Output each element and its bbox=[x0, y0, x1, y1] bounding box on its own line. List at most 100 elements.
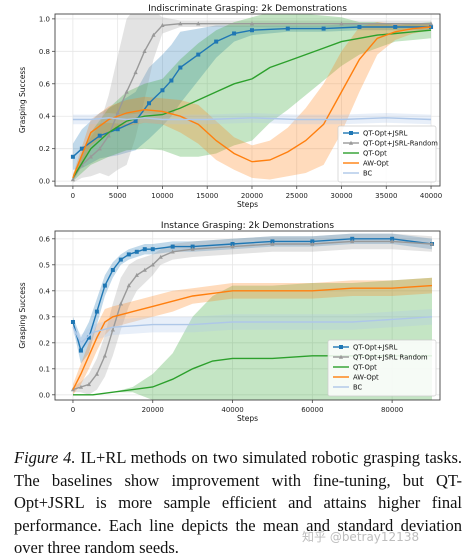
point-qt-opt-jsrl-random bbox=[249, 21, 255, 26]
y-axis-label: Grasping Success bbox=[18, 282, 27, 348]
point-qt-opt-jsrl-random bbox=[126, 283, 131, 288]
point-qt-opt-jsrl-random bbox=[94, 371, 99, 376]
legend-label: AW-Opt bbox=[363, 160, 389, 168]
point-qt-opt-jsrl-random bbox=[170, 249, 175, 254]
legend: QT-Opt+JSRL QT-Opt+JSRL-Random QT-Opt AW-Op… bbox=[337, 125, 438, 183]
point-qt-opt-jsrl bbox=[126, 252, 131, 257]
point-qt-opt-jsrl-random bbox=[196, 21, 201, 26]
x-tick-label: 20000 bbox=[142, 406, 164, 414]
band-aw-opt bbox=[73, 277, 432, 395]
point-qt-opt-jsrl-random bbox=[134, 272, 139, 277]
x-tick-label: 35000 bbox=[375, 192, 397, 200]
point-qt-opt-jsrl bbox=[70, 154, 75, 159]
x-tick-label: 10000 bbox=[151, 192, 173, 200]
legend-marker bbox=[339, 345, 343, 349]
y-tick-label: 0.4 bbox=[39, 113, 51, 121]
band-bc bbox=[73, 309, 432, 351]
point-qt-opt-jsrl-random bbox=[88, 154, 93, 159]
point-qt-opt-jsrl-random bbox=[124, 89, 129, 94]
point-qt-opt-jsrl-random bbox=[158, 254, 163, 259]
point-qt-opt-jsrl bbox=[429, 24, 434, 29]
point-qt-opt-jsrl bbox=[86, 335, 91, 340]
legend-label: QT-Opt bbox=[353, 364, 377, 372]
point-qt-opt-jsrl-random bbox=[142, 49, 147, 54]
legend-label: QT-Opt+JSRL-Random bbox=[363, 140, 438, 148]
point-qt-opt-jsrl bbox=[232, 31, 237, 36]
line-qt-opt-jsrl-random bbox=[72, 23, 431, 180]
line-bc bbox=[72, 117, 432, 121]
point-qt-opt-jsrl-random bbox=[390, 239, 395, 244]
point-qt-opt-jsrl bbox=[133, 119, 138, 124]
x-tick-label: 60000 bbox=[301, 406, 323, 414]
point-qt-opt-jsrl bbox=[70, 320, 75, 324]
point-qt-opt-jsrl-random bbox=[150, 262, 155, 267]
legend-label: BC bbox=[353, 384, 363, 392]
point-qt-opt-jsrl bbox=[321, 26, 326, 31]
point-qt-opt-jsrl-random bbox=[350, 239, 355, 244]
x-axis-label: Steps bbox=[237, 200, 258, 209]
line-aw-opt bbox=[72, 284, 433, 390]
point-qt-opt-jsrl bbox=[118, 257, 123, 262]
point-qt-opt-jsrl-random bbox=[230, 244, 235, 249]
line-bc bbox=[72, 316, 433, 344]
y-tick-label: 0.2 bbox=[39, 339, 50, 347]
plot-frame bbox=[54, 13, 441, 187]
point-qt-opt-jsrl-random bbox=[310, 241, 315, 246]
y-tick-label: 1.0 bbox=[39, 15, 50, 23]
x-tick-label: 20000 bbox=[241, 192, 263, 200]
x-tick-label: 15000 bbox=[196, 192, 218, 200]
y-tick-label: 0.5 bbox=[39, 261, 50, 269]
y-tick-label: 0.6 bbox=[39, 235, 51, 243]
x-tick-label: 25000 bbox=[286, 192, 308, 200]
y-tick-label: 0.3 bbox=[39, 313, 50, 321]
point-qt-opt-jsrl bbox=[97, 133, 102, 138]
x-tick-label: 5000 bbox=[109, 192, 127, 200]
legend-marker bbox=[348, 140, 354, 145]
legend-label: QT-Opt+JSRL bbox=[353, 344, 398, 352]
point-qt-opt-jsrl-random bbox=[106, 133, 111, 138]
point-qt-opt-jsrl-random bbox=[118, 301, 123, 306]
band-qt-opt-jsrl-random bbox=[72, 14, 431, 183]
instance-grasping-chart: 0 20000 40000 60000 80000 0.0 0.1 0.2 0.3 0.4 0.5 0… bbox=[18, 221, 441, 423]
y-tick-label: 0.2 bbox=[39, 145, 50, 153]
x-tick-label: 0 bbox=[71, 406, 75, 414]
point-qt-opt-jsrl-random bbox=[151, 32, 156, 37]
line-aw-opt bbox=[72, 26, 432, 179]
point-qt-opt-jsrl-random bbox=[270, 241, 275, 246]
figure: 0 5000 10000 15000 20000 25000 30000 35000 40000… bbox=[18, 4, 442, 423]
point-qt-opt-jsrl-random bbox=[428, 21, 434, 26]
point-qt-opt-jsrl bbox=[78, 348, 83, 353]
legend: QT-Opt+JSRL QT-Opt+JSRL Random QT-Opt AW-Op… bbox=[327, 339, 437, 397]
band-bc bbox=[72, 113, 432, 125]
point-qt-opt-jsrl bbox=[178, 65, 183, 70]
point-qt-opt-jsrl-random bbox=[70, 177, 76, 182]
legend-box bbox=[337, 125, 437, 183]
point-qt-opt-jsrl-random bbox=[110, 327, 115, 332]
point-qt-opt-jsrl bbox=[102, 283, 107, 288]
point-qt-opt-jsrl bbox=[134, 249, 139, 254]
point-qt-opt-jsrl-random bbox=[102, 353, 107, 358]
line-qt-opt-jsrl-random bbox=[72, 240, 433, 391]
legend-label: QT-Opt+JSRL Random bbox=[353, 354, 428, 362]
legend-box bbox=[327, 339, 437, 397]
point-qt-opt-jsrl-random bbox=[86, 382, 92, 387]
point-qt-opt-jsrl bbox=[169, 78, 174, 83]
y-tick-label: 0.0 bbox=[39, 178, 50, 186]
series-layer bbox=[70, 14, 434, 183]
legend-label: QT-Opt bbox=[363, 150, 387, 158]
legend-label: AW-Opt bbox=[353, 374, 379, 382]
x-tick-label: 80000 bbox=[381, 406, 403, 414]
legend-marker bbox=[338, 354, 344, 359]
line-qt-opt-jsrl bbox=[72, 26, 431, 158]
x-tick-label: 30000 bbox=[330, 192, 352, 200]
point-qt-opt-jsrl bbox=[249, 28, 254, 33]
point-qt-opt-jsrl-random bbox=[133, 70, 138, 75]
caption-text: IL+RL methods on two simulated robotic g… bbox=[14, 448, 462, 557]
chart-title: Indiscriminate Grasping: 2k Demonstratio… bbox=[148, 4, 347, 14]
legend-label: QT-Opt+JSRL bbox=[363, 130, 408, 138]
point-qt-opt-jsrl bbox=[160, 88, 165, 93]
point-qt-opt-jsrl-random bbox=[142, 267, 147, 272]
point-qt-opt-jsrl bbox=[357, 24, 362, 29]
point-qt-opt-jsrl bbox=[190, 244, 195, 249]
legend-label: BC bbox=[363, 170, 373, 178]
